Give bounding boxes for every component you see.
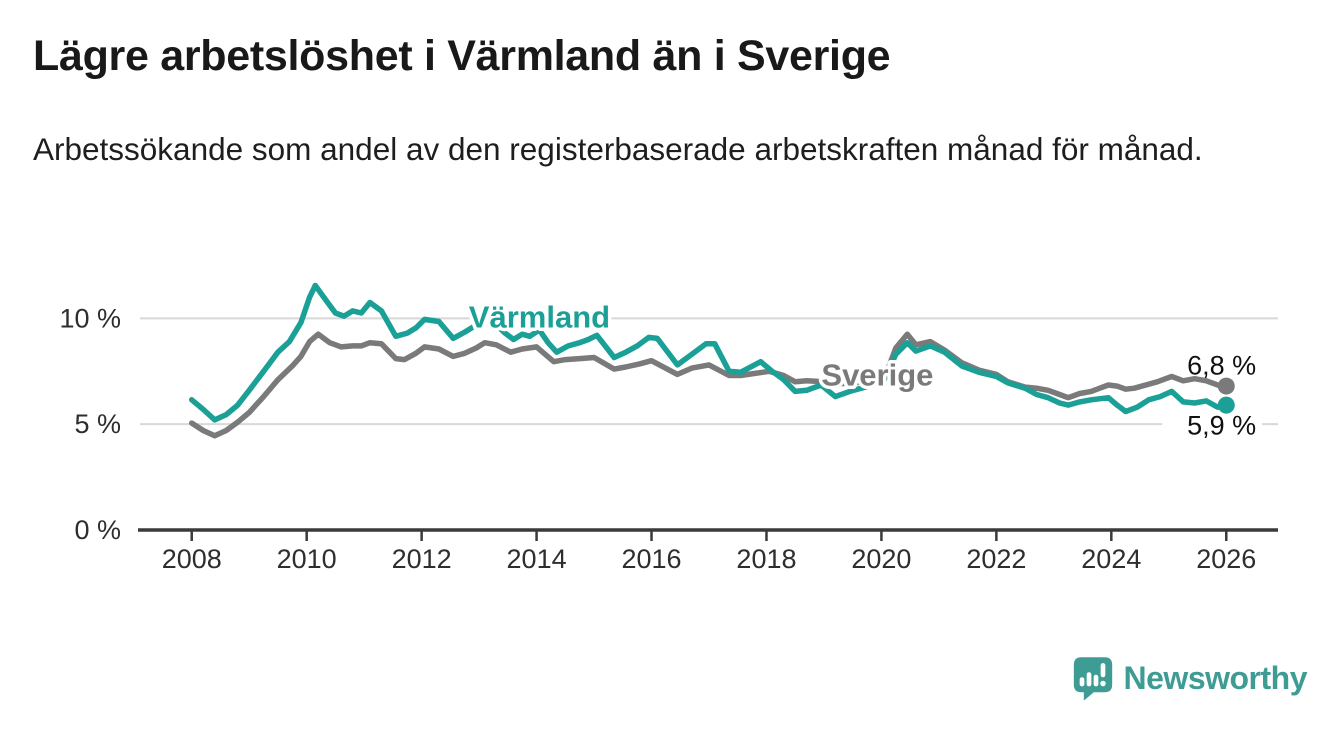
x-tick-label-2016: 2016 <box>621 544 681 574</box>
x-tick-label-2020: 2020 <box>851 544 911 574</box>
sverige-end-value-bg <box>1162 348 1263 382</box>
sverige-end-value: 6,8 % <box>1187 350 1256 380</box>
y-tick-label-5pct: 5 % <box>74 409 121 439</box>
varmland-line <box>188 282 1230 423</box>
chart-subtitle: Arbetssökande som andel av den registerb… <box>33 131 1203 167</box>
varmland-line-label: Värmland <box>469 299 610 334</box>
varmland-end-dot <box>1217 396 1235 414</box>
x-tick-label-2010: 2010 <box>277 544 337 574</box>
y-tick-label-0pct: 0 % <box>74 515 121 545</box>
sverige-line-label: Sverige <box>821 357 933 392</box>
x-tick-label-2018: 2018 <box>736 544 796 574</box>
sverige-line <box>188 331 1230 439</box>
newsworthy-logo: Newsworthy <box>1073 656 1308 701</box>
x-tick-label-2026: 2026 <box>1196 544 1256 574</box>
sverige-end-dot <box>1217 377 1235 395</box>
x-tick-label-2024: 2024 <box>1081 544 1141 574</box>
chart-title: Lägre arbetslöshet i Värmland än i Sveri… <box>33 32 891 80</box>
varmland-end-value: 5,9 % <box>1187 411 1256 441</box>
newsworthy-logo-icon <box>1073 657 1112 701</box>
x-tick-label-2014: 2014 <box>507 544 567 574</box>
newsworthy-logo-text: Newsworthy <box>1123 660 1308 696</box>
varmland-end-value-bg <box>1162 408 1263 442</box>
x-tick-label-2008: 2008 <box>162 544 222 574</box>
x-tick-label-2022: 2022 <box>966 544 1026 574</box>
y-tick-label-10pct: 10 % <box>59 303 121 333</box>
x-tick-label-2012: 2012 <box>392 544 452 574</box>
